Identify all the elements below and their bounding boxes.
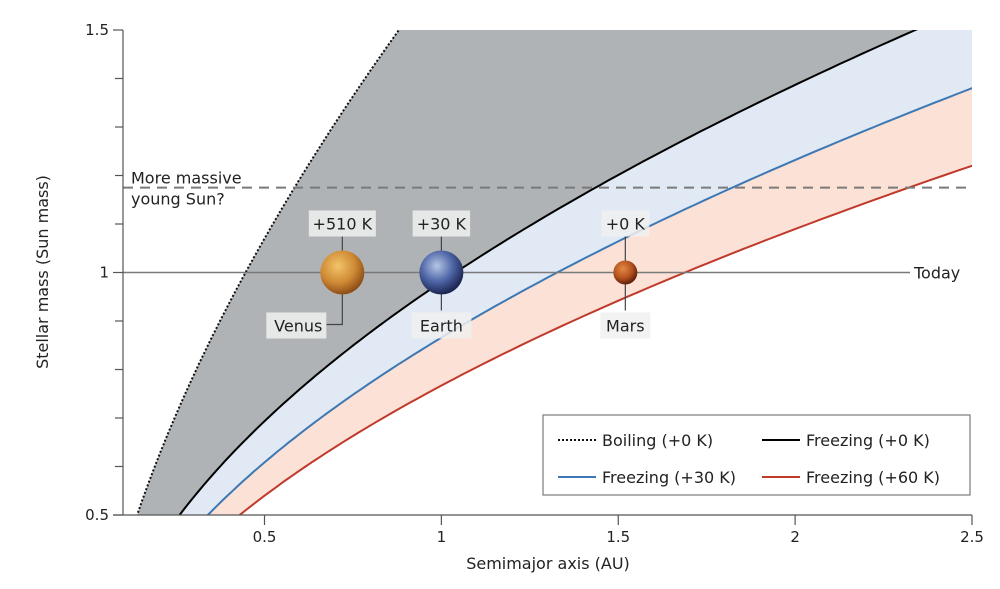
axes: 0.5 1 1.5 0.5 1 1.5 2 2.5: [85, 21, 984, 546]
x-tick-label: 0.5: [253, 528, 277, 546]
planet-name-label: Venus: [274, 317, 322, 336]
y-axis-title: Stellar mass (Sun mass): [33, 175, 52, 369]
x-tick-label: 1: [437, 528, 447, 546]
venus-icon: [320, 250, 365, 295]
planets: +510 K Venus +30 K Earth +0 K Mars: [266, 210, 651, 339]
x-tick-label: 2.5: [960, 528, 984, 546]
temp-label: +30 K: [417, 215, 467, 234]
planet-venus: +510 K Venus: [266, 210, 376, 339]
x-tick-label: 2: [790, 528, 800, 546]
legend: Boiling (+0 K) Freezing (+0 K) Freezing (+…: [542, 414, 971, 496]
x-ticks: 0.5 1 1.5 2 2.5: [253, 515, 984, 546]
planet-name-label: Mars: [606, 317, 645, 336]
temp-label-box: [601, 210, 650, 237]
x-tick-label: 1.5: [606, 528, 630, 546]
young-sun-label-line-1: More massive: [131, 169, 242, 188]
planet-mars: +0 K Mars: [600, 210, 651, 339]
name-label-box: [411, 312, 472, 339]
name-connector: [326, 294, 343, 326]
mars-icon: [613, 260, 638, 285]
region-runaway-greenhouse-zone: [137, 30, 916, 515]
young-sun-label-line-2: young Sun?: [131, 190, 225, 209]
legend-box: [542, 414, 971, 496]
y-tick-label: 1: [99, 264, 109, 282]
y-tick-label: 0.5: [85, 506, 109, 524]
planet-name-label: Earth: [420, 317, 463, 336]
name-label-box: [266, 312, 327, 339]
x-axis-title: Semimajor axis (AU): [466, 554, 630, 573]
name-label-box: [600, 312, 651, 339]
y-tick-label: 1.5: [85, 21, 109, 39]
temp-label-box: [412, 210, 471, 237]
temp-label-box: [308, 210, 376, 237]
temp-label: +0 K: [606, 215, 646, 234]
earth-icon: [419, 250, 464, 295]
region-habitable-zone-30K: [179, 30, 972, 515]
legend-label: Freezing (+60 K): [806, 468, 940, 487]
y-ticks: 0.5 1 1.5: [85, 21, 123, 524]
planet-earth: +30 K Earth: [411, 210, 472, 339]
legend-label: Freezing (+0 K): [806, 431, 930, 450]
legend-label: Freezing (+30 K): [602, 468, 736, 487]
legend-label: Boiling (+0 K): [602, 431, 713, 450]
temp-label: +510 K: [313, 215, 373, 234]
today-label: Today: [913, 264, 960, 283]
